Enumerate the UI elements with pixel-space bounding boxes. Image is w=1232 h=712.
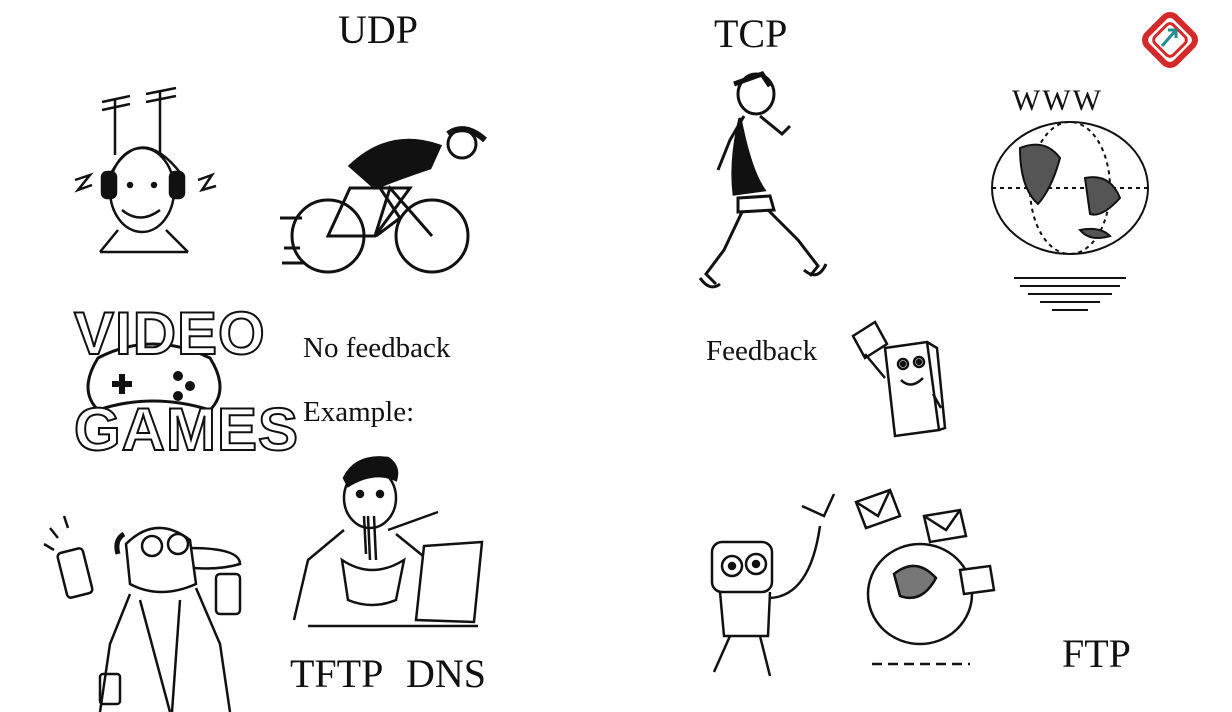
video-text: VIDEO [73,300,266,367]
walker-icon [690,70,835,296]
phones-man-icon [40,504,268,712]
paper-messenger-icon [845,318,950,440]
tcp-title: TCP [714,11,788,56]
games-text: GAMES [73,396,300,463]
game-controller-icon [70,300,236,472]
noodle-laptop-man-icon [288,450,486,630]
ftp-label: FTP [1062,631,1131,676]
www-label: WWW [1012,84,1103,117]
cyclist-icon [280,118,492,280]
robot-mail-icon [690,486,1006,686]
radio-headphones-man-icon [70,80,220,275]
udp-title: UDP [338,7,419,52]
example-label: Example: [303,396,415,428]
logo-icon [1140,12,1202,72]
globe-icon [990,118,1152,318]
dns-label: DNS [406,651,487,696]
tftp-label: TFTP [290,651,384,696]
no-feedback-label: No feedback [303,332,451,364]
feedback-label: Feedback [706,335,818,367]
